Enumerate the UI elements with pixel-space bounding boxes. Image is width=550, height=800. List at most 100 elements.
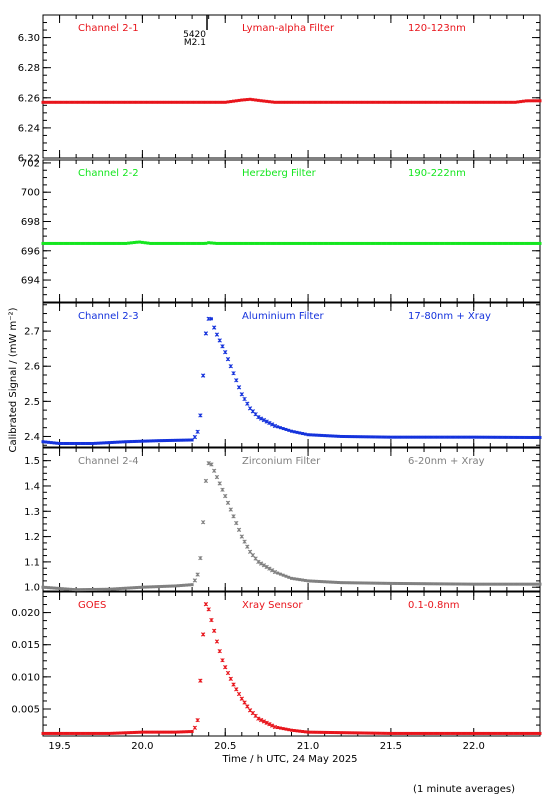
data-point bbox=[494, 435, 498, 439]
data-point bbox=[295, 241, 299, 245]
data-point bbox=[239, 534, 244, 539]
data-point bbox=[196, 100, 200, 104]
data-point bbox=[44, 440, 48, 444]
data-point bbox=[185, 100, 189, 104]
data-point bbox=[303, 432, 307, 436]
data-point bbox=[63, 241, 67, 245]
data-point bbox=[234, 241, 238, 245]
data-point bbox=[162, 241, 166, 245]
data-point bbox=[513, 731, 517, 735]
data-point bbox=[345, 581, 349, 585]
data-point bbox=[245, 704, 250, 709]
data-point bbox=[176, 241, 180, 245]
data-point bbox=[356, 241, 360, 245]
data-point bbox=[251, 98, 255, 102]
data-point bbox=[444, 435, 448, 439]
data-point bbox=[455, 100, 459, 104]
data-point bbox=[107, 241, 111, 245]
data-point bbox=[58, 100, 62, 104]
y-tick-label: 1.3 bbox=[24, 507, 40, 518]
data-point bbox=[88, 100, 92, 104]
data-point bbox=[408, 731, 412, 735]
data-point bbox=[146, 585, 150, 589]
data-point bbox=[295, 729, 299, 733]
data-point bbox=[168, 241, 172, 245]
data-point bbox=[195, 429, 200, 434]
data-point bbox=[524, 435, 528, 439]
data-point bbox=[408, 582, 412, 586]
data-point bbox=[397, 581, 401, 585]
data-point bbox=[436, 731, 440, 735]
y-axis-title: Calibrated Signal / (mW m⁻²) bbox=[8, 307, 19, 452]
data-point bbox=[325, 241, 329, 245]
data-point bbox=[209, 617, 214, 623]
data-point bbox=[74, 731, 78, 735]
data-point bbox=[207, 241, 211, 245]
data-point bbox=[71, 588, 75, 592]
data-point bbox=[397, 435, 401, 439]
data-point bbox=[146, 241, 150, 245]
data-point bbox=[425, 731, 429, 735]
data-point bbox=[232, 241, 236, 245]
data-point bbox=[93, 100, 97, 104]
data-point bbox=[466, 582, 470, 586]
data-point bbox=[113, 731, 117, 735]
data-point bbox=[469, 731, 473, 735]
data-point bbox=[256, 559, 261, 565]
data-point bbox=[342, 241, 346, 245]
data-point bbox=[258, 717, 264, 723]
data-point bbox=[55, 731, 59, 735]
data-point bbox=[367, 581, 371, 585]
data-point bbox=[165, 584, 169, 588]
data-point bbox=[176, 730, 180, 734]
data-point bbox=[281, 100, 285, 104]
data-point bbox=[160, 100, 164, 104]
data-point bbox=[258, 561, 264, 566]
data-point bbox=[41, 241, 45, 245]
data-point bbox=[458, 435, 462, 439]
data-point bbox=[414, 100, 418, 104]
data-point bbox=[151, 241, 155, 245]
data-point bbox=[505, 435, 509, 439]
data-point bbox=[63, 587, 67, 591]
data-point bbox=[174, 438, 178, 442]
data-point bbox=[370, 731, 374, 735]
data-point bbox=[196, 241, 200, 245]
data-point bbox=[179, 730, 183, 734]
data-point bbox=[176, 100, 180, 104]
data-point bbox=[200, 373, 206, 378]
data-point bbox=[206, 461, 211, 466]
data-point bbox=[49, 100, 53, 104]
data-point bbox=[425, 435, 429, 439]
data-point bbox=[264, 564, 269, 570]
data-point bbox=[381, 435, 385, 439]
data-point bbox=[516, 435, 520, 439]
data-point bbox=[259, 99, 263, 103]
data-point bbox=[508, 582, 512, 586]
data-point bbox=[430, 100, 434, 104]
data-point bbox=[405, 582, 409, 586]
data-point bbox=[261, 719, 267, 724]
averaging-note: (1 minute averages) bbox=[413, 784, 515, 795]
data-point bbox=[524, 99, 528, 103]
data-point bbox=[510, 731, 514, 735]
data-point bbox=[162, 730, 166, 734]
data-point bbox=[466, 435, 470, 439]
data-point bbox=[439, 100, 443, 104]
data-point bbox=[309, 241, 313, 245]
data-point bbox=[154, 241, 158, 245]
data-point bbox=[312, 433, 316, 437]
data-point bbox=[198, 413, 203, 418]
data-point bbox=[386, 581, 390, 585]
data-point bbox=[124, 241, 128, 245]
data-point bbox=[309, 730, 313, 734]
data-point bbox=[243, 98, 247, 102]
data-point bbox=[350, 581, 354, 585]
data-point bbox=[367, 435, 371, 439]
data-point bbox=[44, 241, 48, 245]
data-point bbox=[165, 439, 169, 443]
data-point bbox=[411, 582, 415, 586]
data-point bbox=[359, 435, 363, 439]
data-point bbox=[135, 730, 139, 734]
data-point bbox=[220, 344, 225, 349]
